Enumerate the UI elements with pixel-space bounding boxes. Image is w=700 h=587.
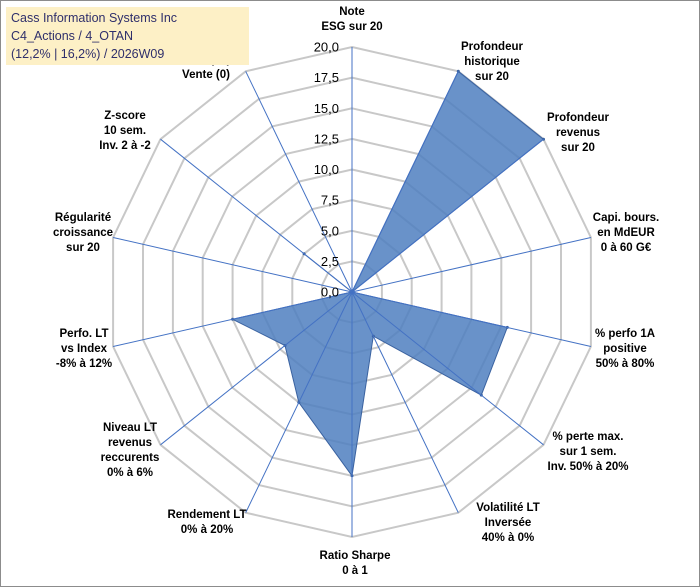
axis-label-line: croissance	[53, 227, 113, 239]
axis-label-line: Profondeur	[547, 112, 609, 124]
axis-label: % perte max. sur 1 sem. Inv. 50% à 20%	[548, 431, 629, 473]
tick-label: 15,0	[314, 101, 339, 116]
axis-label-line: Profondeur	[461, 41, 523, 53]
chart-title-box: Cass Information Systems Inc C4_Actions …	[6, 7, 249, 65]
axis-label: % perfo 1A positive 50% à 80%	[595, 328, 655, 370]
axis-label-line: Inv. 2 à -2	[99, 140, 151, 152]
tick-label: 17,5	[314, 70, 339, 85]
axis-label-line: sur 20	[475, 71, 509, 83]
axis-label-line: 0% à 6%	[107, 467, 153, 479]
axis-label-line: sur 1 sem.	[560, 446, 617, 458]
axis-spoke	[351, 291, 592, 347]
axis-label-line: revenus	[108, 437, 152, 449]
chart-title-company: Cass Information Systems Inc	[11, 11, 178, 25]
chart-title-category: C4_Actions / 4_OTAN	[11, 29, 134, 43]
axis-label-line: sur 20	[66, 242, 100, 254]
series-area	[231, 70, 545, 478]
axis-label: Perfo. LT vs Index -8% à 12%	[56, 328, 112, 370]
axis-label-line: Vente (0)	[182, 69, 230, 81]
axis-label: Note ESG sur 20	[321, 6, 382, 33]
axis-label-line: Niveau LT	[103, 422, 157, 434]
tick-label: 20,0	[314, 40, 339, 55]
axis-label: Profondeur historique sur 20	[461, 41, 523, 83]
axis-label-line: Capi. bours.	[593, 212, 659, 224]
axis-label: Rendement LT 0% à 20%	[167, 509, 246, 536]
axis-label-line: 0 à 1	[342, 565, 368, 577]
axis-label: Volatilité LT Inversée 40% à 0%	[476, 502, 539, 544]
axis-label-line: 50% à 80%	[596, 358, 655, 370]
axis-label-line: 40% à 0%	[482, 532, 534, 544]
axis-label-line: Perfo. LT	[60, 328, 109, 340]
tick-label: 2,5	[321, 254, 339, 269]
axis-label-line: Inv. 50% à 20%	[548, 461, 629, 473]
axis-label-line: 0 à 60 G€	[601, 242, 652, 254]
axis-label-line: ESG sur 20	[321, 21, 382, 33]
axis-label-line: -8% à 12%	[56, 358, 112, 370]
axis-spoke	[351, 237, 592, 293]
axis-label: Niveau LT revenus reccurents 0% à 6%	[101, 422, 160, 479]
axis-spoke	[351, 291, 459, 513]
axis-label-line: reccurents	[101, 452, 160, 464]
axis-label: Z-score 10 sem. Inv. 2 à -2	[99, 110, 151, 152]
axis-label-line: % perte max.	[553, 431, 624, 443]
tick-label: 10,0	[314, 162, 339, 177]
axis-label-line: revenus	[556, 127, 600, 139]
radar-tick-labels: 0,0 2,5 5,0 7,5 10,0 12,5 15,0 17,5 20,0	[314, 40, 339, 300]
axis-spoke	[245, 71, 353, 293]
axis-label-line: Note	[339, 6, 365, 18]
axis-label: Ratio Sharpe 0 à 1	[320, 550, 391, 577]
axis-label-line: Ratio Sharpe	[320, 550, 391, 562]
axis-spoke	[112, 237, 353, 293]
axis-label-line: Inversée	[485, 517, 532, 529]
axis-label-line: en MdEUR	[597, 227, 655, 239]
radar-axis-labels: Note ESG sur 20 Profondeur historique sur 20…	[53, 6, 659, 577]
axis-spoke	[245, 291, 353, 513]
axis-spoke	[112, 291, 353, 347]
axis-label: Régularité croissance sur 20	[53, 212, 113, 254]
tick-label: 7,5	[321, 193, 339, 208]
axis-spoke	[160, 138, 353, 293]
tick-label: 5,0	[321, 223, 339, 238]
chart-title-period: (12,2% | 16,2%) / 2026W09	[11, 47, 165, 61]
axis-spoke	[351, 71, 459, 293]
axis-label-line: vs Index	[61, 343, 108, 355]
axis-label-line: 10 sem.	[104, 125, 146, 137]
axis-label-line: sur 20	[561, 142, 595, 154]
axis-label-line: historique	[464, 56, 520, 68]
axis-label-line: Rendement LT	[167, 509, 246, 521]
tick-label: 12,5	[314, 131, 339, 146]
axis-label-line: % perfo 1A	[595, 328, 655, 340]
axis-label-line: Z-score	[104, 110, 146, 122]
radar-data-layer	[231, 69, 545, 478]
axis-label: Capi. bours. en MdEUR 0 à 60 G€	[593, 212, 659, 254]
axis-label: Profondeur revenus sur 20	[547, 112, 609, 154]
tick-label: 0,0	[321, 285, 339, 300]
axis-spoke	[351, 291, 544, 446]
axis-label-line: Régularité	[55, 212, 111, 224]
axis-label-line: 0% à 20%	[181, 524, 233, 536]
axis-spoke	[351, 138, 544, 293]
radar-spokes	[112, 47, 592, 537]
axis-label-line: Volatilité LT	[476, 502, 539, 514]
axis-spoke	[160, 291, 353, 446]
axis-label-line: positive	[603, 343, 646, 355]
